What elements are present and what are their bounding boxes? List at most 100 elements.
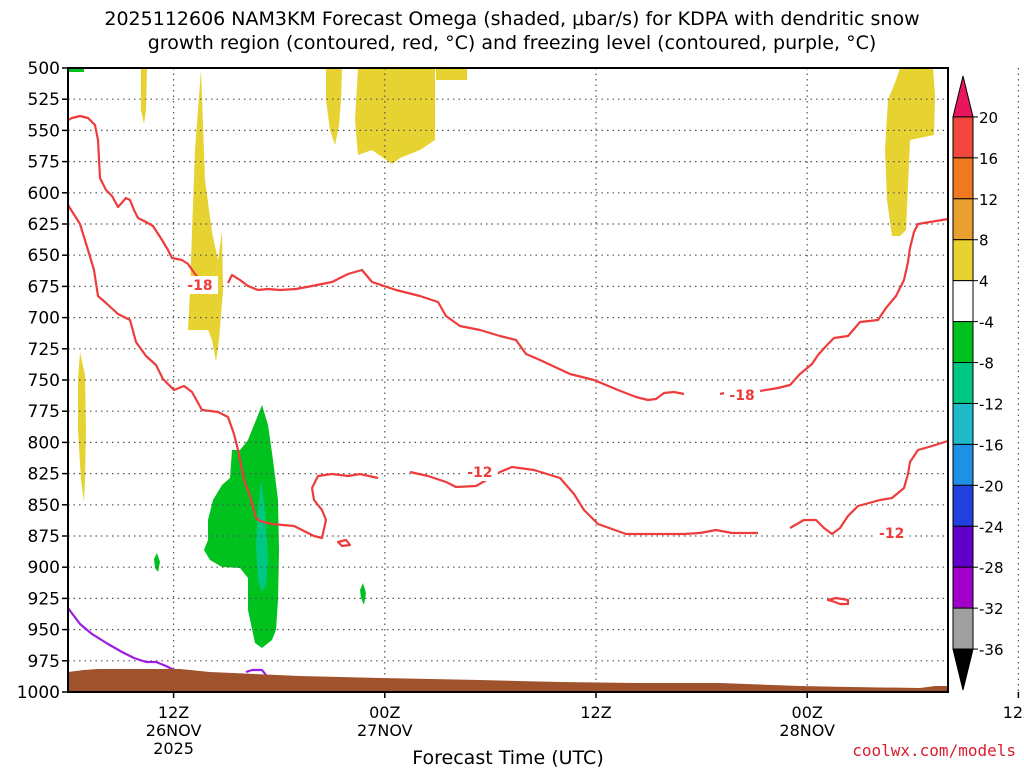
x-tick-label: 12Z <box>1003 703 1024 722</box>
x-axis: 12Z26NOV202500Z27NOV12Z00Z28NOV12Z <box>146 692 1024 758</box>
x-tick-label: 12Z <box>158 703 189 722</box>
omega-positive-region <box>355 68 435 164</box>
plot-area: -18 -18 -12 -12 <box>67 67 1020 693</box>
y-tick-label: 575 <box>28 153 60 173</box>
colorbar-swatch <box>952 362 974 404</box>
isotherm-minus12-east <box>409 465 758 536</box>
y-tick-label: 825 <box>28 465 60 485</box>
colorbar-label: 8 <box>979 232 989 250</box>
colorbar-swatch <box>952 443 974 486</box>
y-tick-label: 750 <box>28 371 60 391</box>
y-tick-label: 925 <box>28 589 60 609</box>
chart-title-line1: 2025112606 NAM3KM Forecast Omega (shaded… <box>104 8 920 30</box>
y-tick-label: 850 <box>28 496 60 516</box>
contour-label-bg <box>724 386 761 404</box>
isotherm-minus12-island <box>826 596 850 606</box>
colorbar-label: -4 <box>979 314 994 332</box>
y-tick-label: 775 <box>28 402 60 422</box>
y-tick-label: 1000 <box>17 683 60 703</box>
y-tick-label: 525 <box>28 90 60 110</box>
y-tick-label: 700 <box>28 309 60 329</box>
isotherm-minus12-island <box>336 538 352 548</box>
colorbar-swatch <box>952 525 974 568</box>
colorbar-swatch <box>952 484 974 527</box>
colorbar-label: 12 <box>979 191 998 209</box>
x-tick-label: 27NOV <box>357 721 413 740</box>
contour-label-bg <box>461 463 498 481</box>
y-tick-label: 725 <box>28 340 60 360</box>
colorbar-label: -32 <box>979 600 1004 618</box>
colorbar-swatch <box>952 607 974 650</box>
source-credit: coolwx.com/models <box>852 741 1016 760</box>
isotherm-contours <box>67 114 949 676</box>
y-tick-label: 950 <box>28 621 60 641</box>
y-tick-label: 500 <box>28 59 60 79</box>
x-tick-label: 00Z <box>792 703 823 722</box>
contour-label-bg <box>182 276 218 294</box>
colorbar-label: -12 <box>979 395 1004 413</box>
colorbar-cap-bottom <box>952 648 974 691</box>
colorbar-label: -24 <box>979 518 1004 536</box>
terrain-region <box>68 669 948 692</box>
y-tick-label: 675 <box>28 277 60 297</box>
y-axis: 500 525 550 575 600 625 650 675 700 725 750 775 800 8… <box>17 59 68 703</box>
contour-label: -18 <box>729 388 754 404</box>
omega-negative-region <box>154 553 160 572</box>
x-tick-label: 00Z <box>369 703 400 722</box>
colorbar-legend: 20 16 12 8 4 -4 -8 -12 -16 -20 -24 -28 -32 -36 <box>952 75 1004 691</box>
omega-positive-region <box>141 68 147 124</box>
contour-label: -12 <box>467 465 492 481</box>
omega-negative-region <box>204 405 279 648</box>
contour-label-bg <box>873 524 910 542</box>
colorbar-swatch <box>952 280 974 323</box>
y-tick-label: 875 <box>28 527 60 547</box>
isotherm-minus12-rise <box>789 439 949 536</box>
colorbar-label: -36 <box>979 641 1004 659</box>
colorbar-cap-top <box>952 75 974 118</box>
omega-negative-region <box>360 583 366 605</box>
y-tick-label: 900 <box>28 558 60 578</box>
colorbar-label: -28 <box>979 559 1004 577</box>
omega-positive-region <box>885 68 935 236</box>
colorbar-label: 4 <box>979 273 989 291</box>
omega-positive-region <box>436 68 467 80</box>
colorbar-label: 16 <box>979 150 998 168</box>
grid-lines <box>68 68 1020 692</box>
colorbar-swatch <box>952 198 974 241</box>
colorbar-label: -16 <box>979 436 1004 454</box>
omega-negative-region <box>68 68 84 72</box>
y-tick-label: 625 <box>28 215 60 235</box>
y-tick-label: 550 <box>28 121 60 141</box>
colorbar-swatch <box>952 321 974 364</box>
freezing-level-contour <box>245 668 267 676</box>
freezing-level-contour <box>67 607 177 672</box>
colorbar-label: -8 <box>979 355 994 373</box>
isotherm-minus18-west <box>67 114 204 284</box>
isotherm-minus12-west <box>67 204 379 540</box>
omega-positive-region <box>326 68 342 145</box>
omega-shading <box>68 68 935 648</box>
x-tick-label: 28NOV <box>779 721 835 740</box>
isotherm-minus18-rise <box>719 217 949 396</box>
contour-labels: -18 -18 -12 -12 <box>182 276 910 542</box>
colorbar-swatch <box>952 157 974 200</box>
x-tick-label: 12Z <box>580 703 611 722</box>
y-tick-label: 600 <box>28 184 60 204</box>
x-tick-label: 2025 <box>153 739 194 758</box>
colorbar-label: -20 <box>979 477 1004 495</box>
colorbar-swatch <box>952 402 974 445</box>
contour-label: -18 <box>187 278 212 294</box>
colorbar-label: 20 <box>979 109 998 127</box>
y-tick-label: 800 <box>28 433 60 453</box>
colorbar-swatch <box>952 566 974 609</box>
y-tick-label: 975 <box>28 652 60 672</box>
y-tick-label: 650 <box>28 246 60 266</box>
contour-label: -12 <box>879 526 904 542</box>
omega-positive-region <box>78 352 86 502</box>
colorbar-swatch <box>952 116 974 159</box>
x-axis-title: Forecast Time (UTC) <box>412 747 603 768</box>
colorbar-swatch <box>952 239 974 282</box>
isotherm-minus18-east <box>227 268 685 402</box>
x-tick-label: 26NOV <box>146 721 202 740</box>
